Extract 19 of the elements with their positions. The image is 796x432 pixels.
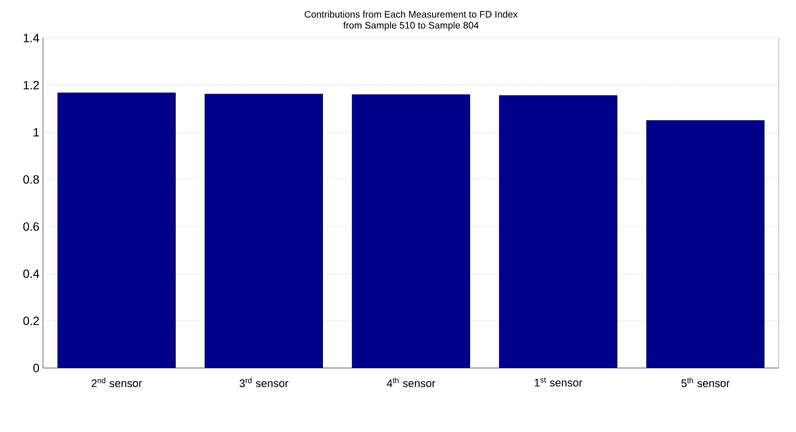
y-tick-label: 1.2 (24, 80, 39, 90)
y-tick-label: 1.4 (24, 34, 40, 42)
chart-title: Contributions from Each Measurement to FD Index from Sample 510 to Sample 804 (304, 10, 518, 30)
bar (58, 92, 176, 368)
bar (646, 120, 765, 368)
x-tick-label: 2$^{nd}$ sensor (92, 378, 142, 388)
x-tick-label: 4$^{th}$ sensor (386, 378, 436, 388)
bar (499, 96, 618, 368)
y-tick-label: 0.8 (23, 175, 39, 184)
y-tick-label: 0.6 (23, 222, 39, 231)
y-tick-label: 0.2 (23, 316, 39, 326)
x-tick-label: 1$^{st}$ sensor (534, 378, 582, 387)
x-tick-label: 3$^{rd}$ sensor (240, 378, 288, 388)
bar (204, 94, 323, 368)
x-tick-label: 5$^{th}$ sensor (681, 378, 730, 388)
bar (352, 94, 470, 368)
y-tick-label: 0 (33, 364, 40, 372)
y-tick-label: 1 (34, 128, 39, 136)
y-tick-label: 0.4 (23, 269, 40, 278)
